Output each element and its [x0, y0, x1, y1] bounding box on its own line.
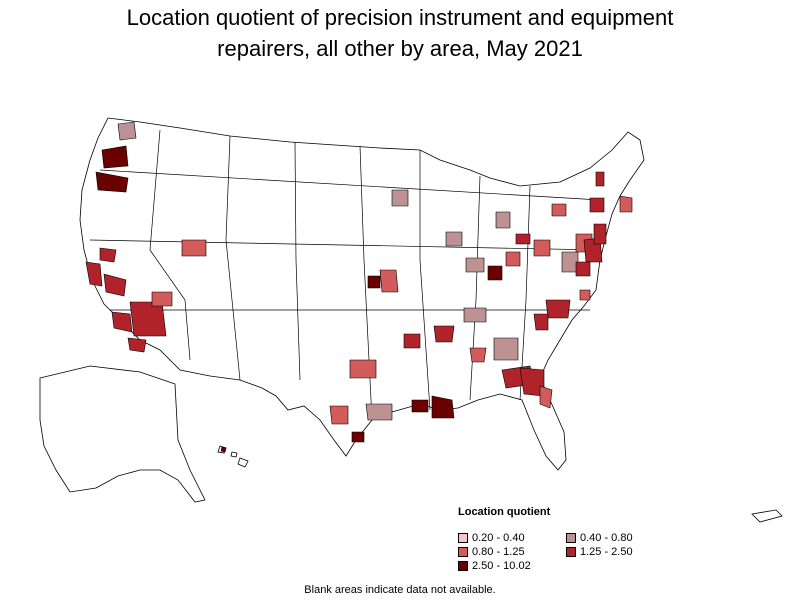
- colored-areas: [85, 121, 633, 453]
- area-central-valley: [103, 273, 127, 297]
- area-iowa: [445, 231, 463, 247]
- area-vermont: [595, 171, 605, 187]
- legend-label: 1.25 - 2.50: [580, 546, 633, 558]
- area-kansas-b: [379, 269, 399, 293]
- area-dallas: [349, 359, 377, 379]
- area-huntsville: [469, 347, 487, 363]
- area-utah: [181, 239, 207, 257]
- legend-label: 0.20 - 0.40: [472, 532, 525, 544]
- footnote: Blank areas indicate data not available.: [304, 584, 496, 596]
- area-seattle: [117, 121, 137, 141]
- map-title: Location quotient of precision instrumen…: [0, 2, 800, 64]
- legend-item-4: 2.50 - 10.02: [458, 560, 531, 572]
- area-las-vegas: [151, 291, 173, 307]
- area-riverside: [129, 301, 167, 337]
- area-new-orleans: [431, 395, 455, 419]
- area-sf-bay: [85, 261, 103, 287]
- state-line-west-mountain: [225, 135, 241, 381]
- area-nashville: [463, 307, 487, 323]
- area-austin: [329, 405, 349, 425]
- state-line-east: [519, 185, 531, 401]
- area-kansas-a: [367, 275, 381, 289]
- area-cleveland: [515, 233, 531, 245]
- area-virginia: [545, 299, 571, 319]
- area-baton-rouge: [411, 399, 429, 413]
- area-san-diego: [127, 337, 147, 353]
- state-boundaries: [89, 129, 601, 421]
- title-line-1: Location quotient of precision instrumen…: [126, 5, 674, 30]
- state-line-north: [99, 169, 601, 201]
- area-honolulu: [220, 446, 227, 453]
- legend-item-3: 1.25 - 2.50: [566, 546, 633, 558]
- area-michigan: [495, 211, 511, 229]
- map-legend: Location quotient 0.20 - 0.40 0.40 - 0.8…: [458, 506, 633, 572]
- area-corpus: [351, 431, 365, 443]
- state-line-mountain: [294, 141, 301, 381]
- legend-label: 0.40 - 0.80: [580, 532, 633, 544]
- area-indianapolis: [505, 251, 521, 267]
- state-line-west: [149, 129, 191, 361]
- legend-swatch: [566, 547, 576, 557]
- area-missouri: [465, 257, 485, 273]
- area-houston: [365, 403, 393, 421]
- area-minneapolis: [391, 189, 409, 207]
- continental-us-outline: [79, 117, 645, 471]
- area-shreveport: [403, 333, 421, 349]
- legend-label: 0.80 - 1.25: [472, 546, 525, 558]
- area-new-york: [551, 203, 567, 217]
- state-line-midwest: [419, 150, 431, 411]
- title-line-2: repairers, all other by area, May 2021: [217, 36, 583, 61]
- puerto-rico-outline: [751, 509, 783, 523]
- legend-label: 2.50 - 10.02: [472, 560, 531, 572]
- area-orlando: [539, 385, 553, 409]
- area-sacramento: [99, 247, 117, 263]
- legend-title: Location quotient: [458, 506, 551, 518]
- area-hudson: [589, 197, 605, 213]
- area-memphis: [433, 325, 455, 343]
- area-los-angeles: [111, 311, 133, 333]
- legend-item-1: 0.40 - 0.80: [566, 532, 633, 544]
- legend-swatch: [458, 561, 468, 571]
- alaska-outline: [39, 365, 206, 503]
- area-chesapeake: [579, 289, 591, 301]
- legend-swatch: [458, 533, 468, 543]
- area-pittsburgh: [561, 251, 579, 273]
- state-line-central: [89, 239, 601, 251]
- legend-swatch: [566, 533, 576, 543]
- legend-swatch: [458, 547, 468, 557]
- area-ohio: [533, 239, 551, 257]
- state-line-east-central: [469, 175, 481, 401]
- area-portland: [101, 145, 129, 169]
- legend-item-0: 0.20 - 0.40: [458, 532, 525, 544]
- legend-item-2: 0.80 - 1.25: [458, 546, 525, 558]
- area-boston: [619, 195, 633, 213]
- area-richmond: [533, 313, 549, 331]
- map-regions: [39, 117, 783, 523]
- area-new-jersey: [593, 223, 607, 245]
- area-st-louis: [487, 265, 503, 281]
- area-baltimore: [575, 261, 591, 277]
- area-oregon-valley: [95, 171, 129, 193]
- area-atlanta: [493, 337, 519, 361]
